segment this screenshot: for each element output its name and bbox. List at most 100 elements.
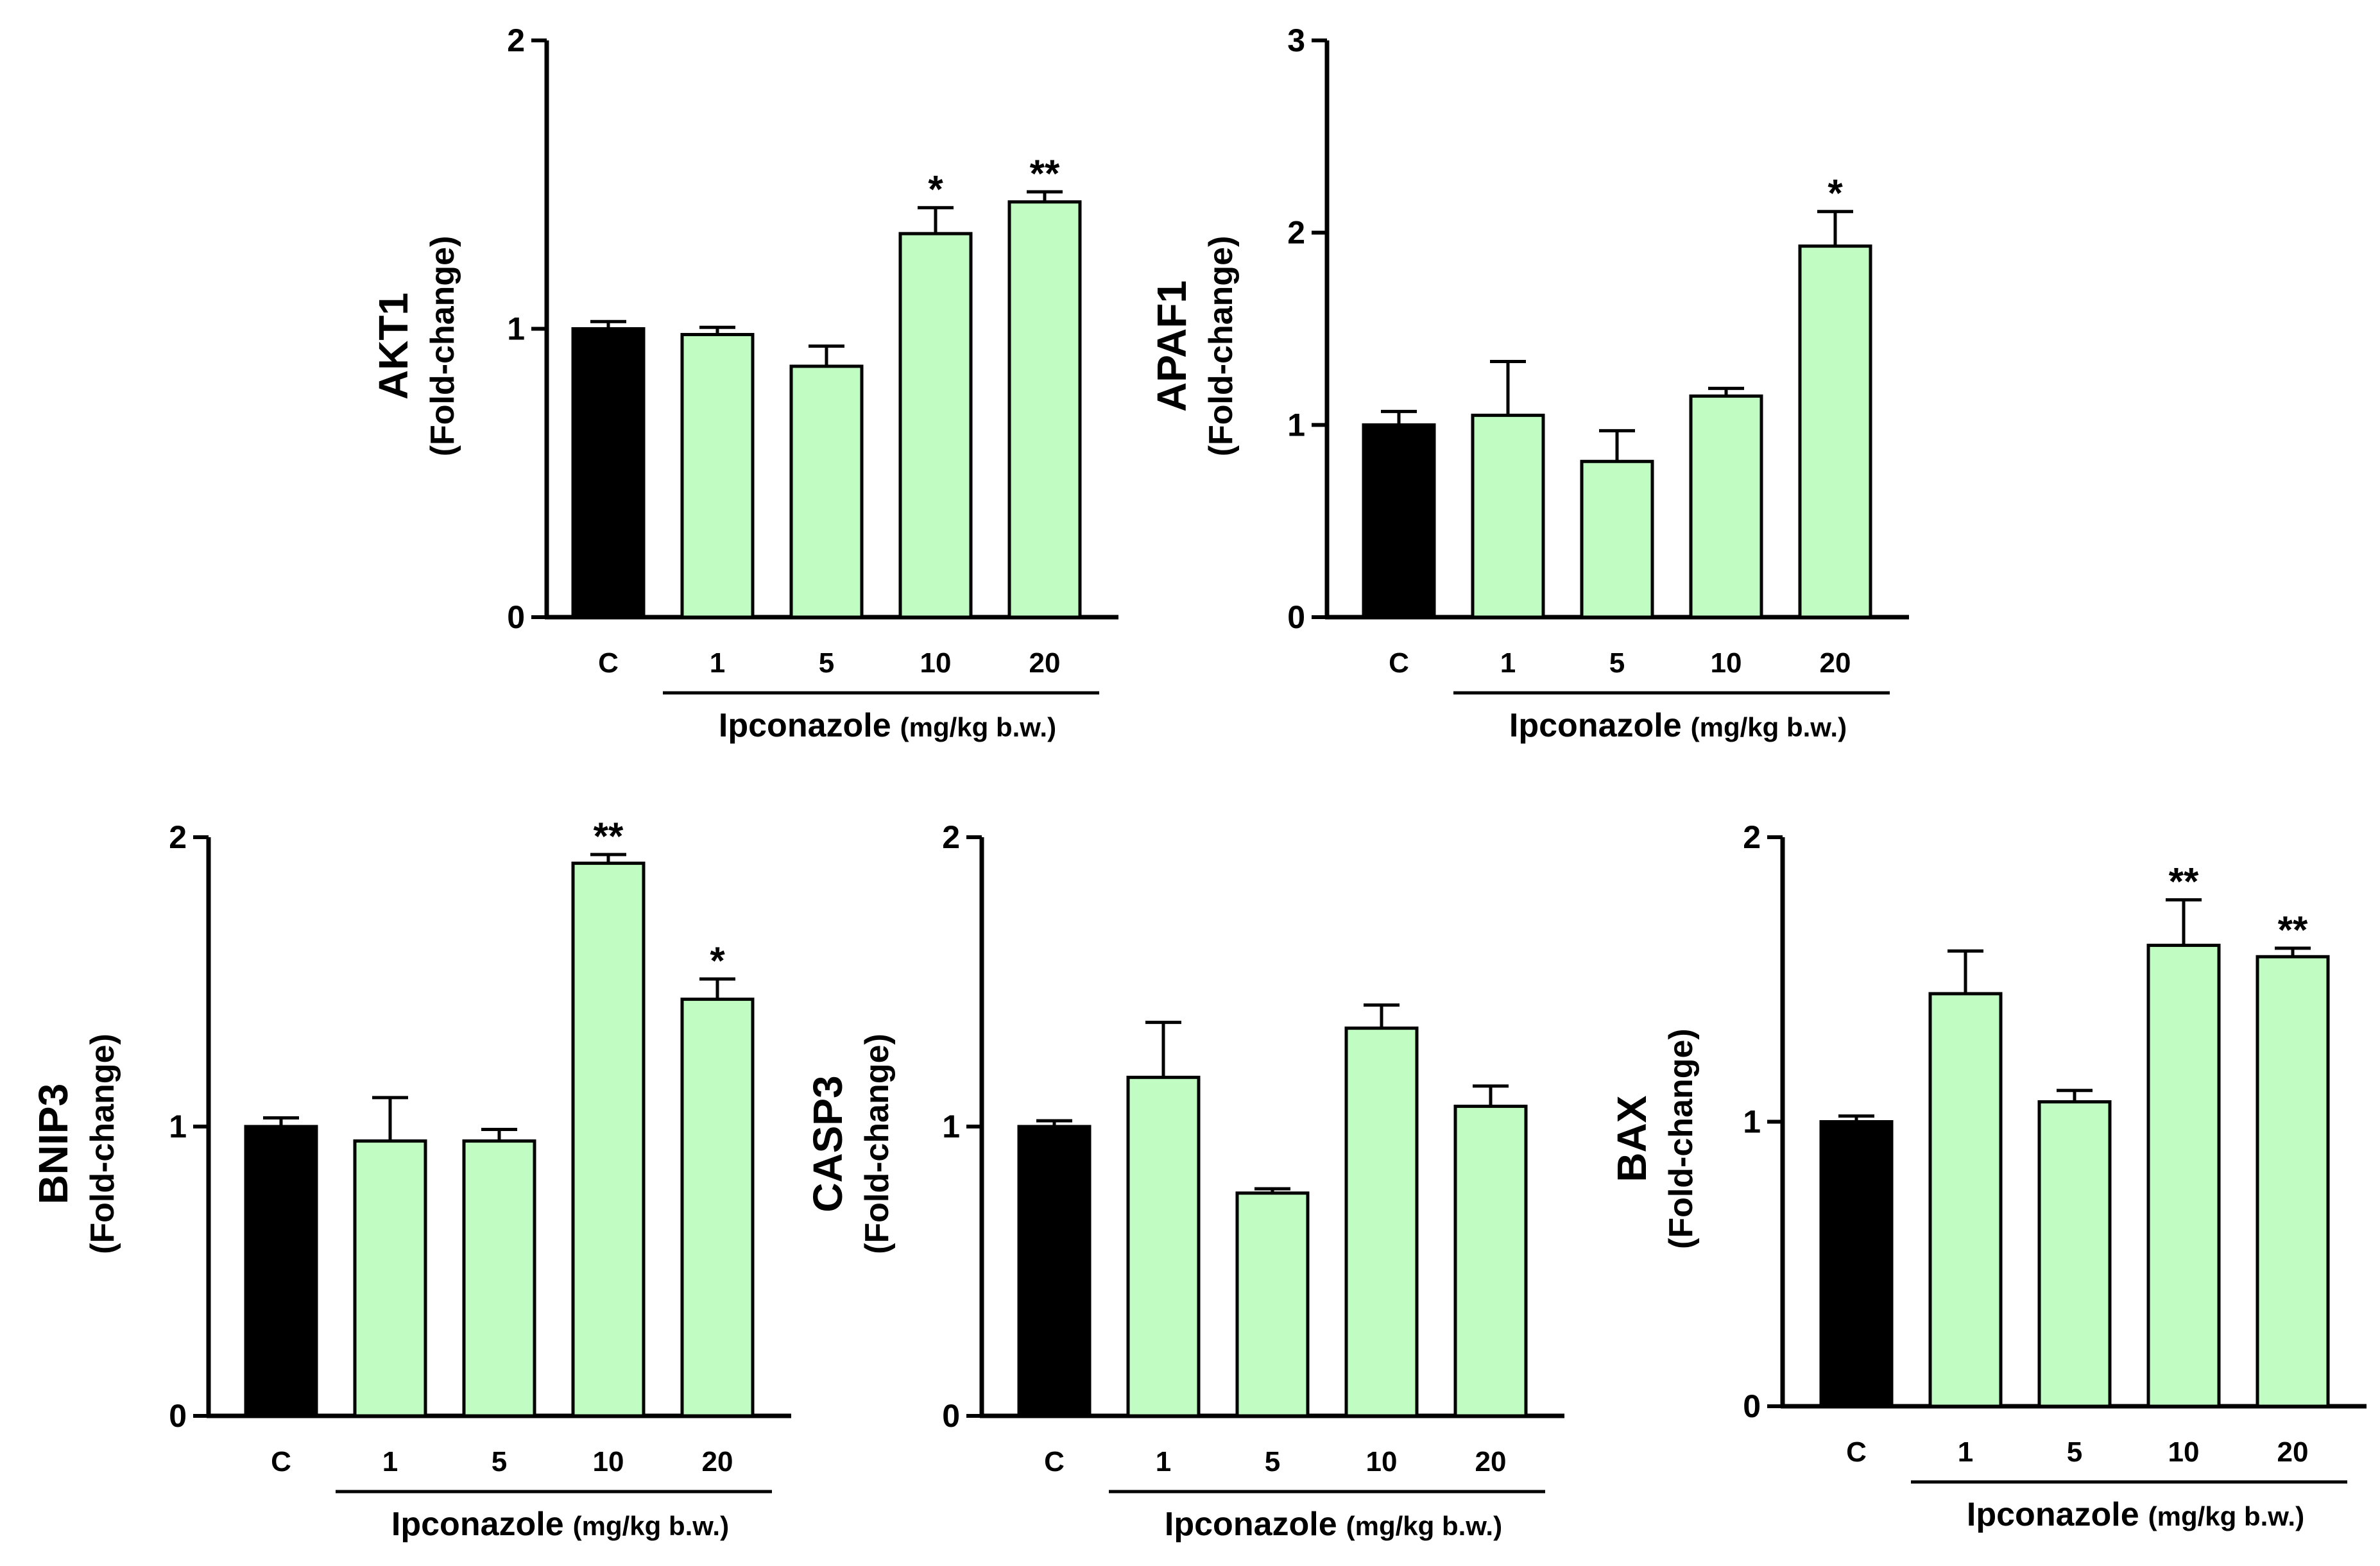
x-tick-label: 20 — [2277, 1436, 2309, 1468]
y-tick-label: 2 — [507, 22, 525, 58]
x-tick-label: 1 — [1156, 1446, 1171, 1477]
fold-change-label: (Fold-change) — [859, 1034, 896, 1254]
x-tick-label: 10 — [1711, 647, 1742, 679]
x-tick-label: 5 — [1265, 1446, 1280, 1477]
panel-casp3: CASP3 (Fold-change) 0 1 2 C 1 5 10 20 Ipconazo… — [805, 819, 1564, 1543]
group-caption: Ipconazole (mg/kg b.w.) — [1165, 1506, 1502, 1543]
gene-label: BAX — [1609, 1095, 1655, 1182]
bar-10 — [1344, 1026, 1419, 1418]
group-name: Ipconazole — [391, 1506, 564, 1543]
y-tick-label: 2 — [1743, 819, 1761, 855]
bar-5 — [2037, 1100, 2112, 1408]
group-caption: Ipconazole (mg/kg b.w.) — [719, 707, 1056, 744]
bar-C — [1362, 423, 1436, 619]
group-name: Ipconazole — [1165, 1506, 1337, 1543]
group-name: Ipconazole — [1509, 707, 1682, 744]
bar-1 — [353, 1139, 427, 1418]
x-tick-label: 10 — [1366, 1446, 1398, 1477]
bar-5 — [1580, 459, 1654, 619]
y-tick-label: 1 — [942, 1109, 960, 1145]
x-tick-labels: C 1 5 10 20 — [1389, 647, 1851, 679]
bar-10 — [571, 862, 646, 1418]
x-tick-label: 5 — [492, 1446, 507, 1477]
x-tick-label: 20 — [702, 1446, 733, 1477]
y-tick-label: 0 — [507, 599, 525, 635]
y-tick-label: 0 — [1743, 1388, 1761, 1424]
group-caption: Ipconazole (mg/kg b.w.) — [391, 1506, 729, 1543]
significance-marker: ** — [2278, 908, 2308, 951]
bar-1 — [680, 332, 755, 619]
significance-marker: ** — [594, 815, 624, 858]
bars: * — [1362, 172, 1872, 619]
y-tick-label: 2 — [942, 819, 960, 855]
y-axis-label: AKT1 (Fold-change) — [370, 236, 461, 457]
group-unit: (mg/kg b.w.) — [573, 1511, 729, 1541]
x-tick-label: C — [1846, 1436, 1867, 1468]
significance-marker: * — [928, 168, 943, 211]
bar-20 — [1453, 1104, 1528, 1418]
y-tick-label: 0 — [942, 1398, 960, 1434]
x-tick-label: 20 — [1029, 647, 1061, 679]
gene-label: AKT1 — [370, 293, 416, 400]
x-tick-label: 10 — [2168, 1436, 2200, 1468]
group-label: Ipconazole (mg/kg b.w.) — [1911, 1480, 2347, 1533]
group-unit: (mg/kg b.w.) — [1346, 1511, 1502, 1541]
y-tick-label: 0 — [169, 1398, 187, 1434]
x-tick-labels: C 1 5 10 20 — [1044, 1446, 1506, 1477]
bar-C — [244, 1125, 318, 1418]
y-axis-label: BAX (Fold-change) — [1609, 1028, 1700, 1249]
bar-5 — [789, 364, 864, 619]
bar-10 — [2146, 944, 2221, 1408]
y-axis-label: BNIP3 (Fold-change) — [30, 1034, 121, 1254]
x-tick-label: C — [1044, 1446, 1065, 1477]
bars: ** ** — [1819, 860, 2330, 1408]
significance-marker: ** — [2169, 860, 2199, 903]
panel-apaf1: APAF1 (Fold-change) 0 1 2 3 * C 1 5 10 20 Ipcon… — [1149, 22, 1909, 744]
x-tick-labels: C 1 5 10 20 — [598, 647, 1060, 679]
fold-change-label: (Fold-change) — [424, 236, 461, 457]
bar-C — [571, 327, 646, 619]
x-tick-label: 1 — [1500, 647, 1516, 679]
y-axis-label: APAF1 (Fold-change) — [1149, 236, 1240, 457]
panel-bnip3: BNIP3 (Fold-change) 012 *** C 1 5 10 20 Ipco… — [30, 815, 791, 1543]
x-tick-label: C — [1389, 647, 1409, 679]
group-unit: (mg/kg b.w.) — [900, 712, 1056, 742]
group-name: Ipconazole — [719, 707, 891, 744]
bar-20 — [2256, 955, 2330, 1408]
gene-label: BNIP3 — [30, 1084, 76, 1205]
x-tick-label: 1 — [382, 1446, 398, 1477]
y-axis-label: CASP3 (Fold-change) — [805, 1034, 896, 1254]
bars — [1017, 1003, 1528, 1418]
bar-20 — [680, 998, 755, 1418]
y-tick-label: 3 — [1287, 22, 1305, 58]
y-tick-label: 1 — [169, 1109, 187, 1145]
y-tick-label: 1 — [1287, 407, 1305, 443]
group-label: Ipconazole (mg/kg b.w.) — [336, 1490, 772, 1543]
bar-20 — [1798, 244, 1872, 619]
gene-label: CASP3 — [805, 1075, 851, 1212]
group-caption: Ipconazole (mg/kg b.w.) — [1509, 707, 1847, 744]
bar-C — [1819, 1120, 1894, 1408]
x-tick-label: C — [271, 1446, 291, 1477]
x-tick-labels: C 1 5 10 20 — [271, 1446, 733, 1477]
group-label: Ipconazole (mg/kg b.w.) — [663, 691, 1099, 744]
y-tick-label: 0 — [1287, 599, 1305, 635]
bar-10 — [1689, 394, 1763, 619]
group-name: Ipconazole — [1967, 1496, 2139, 1533]
x-tick-labels: C 1 5 10 20 — [1846, 1436, 2308, 1468]
bar-20 — [1007, 200, 1082, 619]
panel-bax: BAX (Fold-change) 0 1 2 ** ** C 1 5 10 20 Ipcon… — [1609, 819, 2367, 1533]
significance-marker: ** — [1030, 152, 1060, 195]
bar-5 — [1235, 1191, 1310, 1418]
group-unit: (mg/kg b.w.) — [1691, 712, 1847, 742]
x-tick-label: C — [598, 647, 619, 679]
bar-1 — [1126, 1075, 1201, 1418]
panel-akt1: AKT1 (Fold-change) 012 * ** C 1 5 10 20 Ipcon… — [370, 22, 1118, 744]
bar-C — [1017, 1125, 1092, 1418]
x-tick-label: 1 — [710, 647, 725, 679]
x-tick-label: 20 — [1820, 647, 1851, 679]
y-tick-label: 1 — [1743, 1104, 1761, 1140]
group-caption: Ipconazole (mg/kg b.w.) — [1967, 1496, 2304, 1533]
group-unit: (mg/kg b.w.) — [2148, 1501, 2304, 1531]
